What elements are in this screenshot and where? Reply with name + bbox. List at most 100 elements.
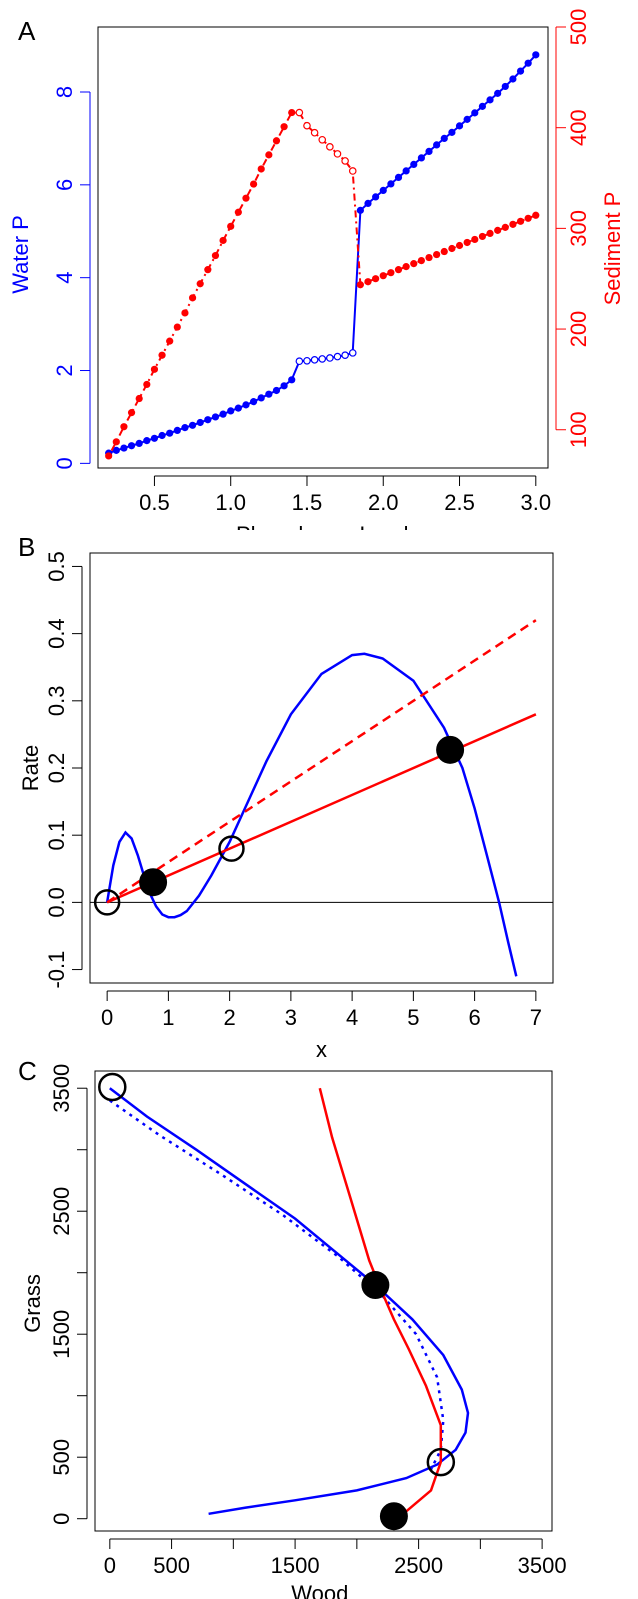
y2-tick-label: 300 (566, 210, 591, 247)
water-p-open-point (341, 351, 349, 359)
x-tick-label: 1 (162, 1005, 174, 1030)
stable-equilibrium-point (379, 1502, 408, 1531)
sediment-p-point (257, 165, 265, 173)
y-tick-label: 2 (52, 364, 77, 376)
x-tick-label: 1.0 (215, 490, 246, 515)
sediment-p-point (440, 247, 448, 256)
plot-frame (97, 26, 549, 469)
sediment-p-point (188, 294, 197, 302)
sediment-p-point (402, 263, 410, 271)
loss-line-solid (106, 713, 537, 904)
water-p-point (143, 437, 151, 445)
water-p-point (173, 426, 181, 434)
sediment-p-point (379, 272, 387, 280)
sediment-p-point (532, 211, 540, 219)
sediment-p-point (387, 269, 395, 277)
y-axis-title: Rate (18, 745, 43, 791)
water-p-open-point (318, 355, 327, 363)
y2-tick-label: 400 (566, 109, 591, 146)
sediment-p-point (463, 238, 471, 247)
y-tick-label: 6 (52, 179, 77, 191)
sediment-p-point (227, 222, 235, 230)
water-p-point (440, 134, 448, 143)
sediment-p-point (112, 438, 120, 446)
water-p-point (463, 115, 471, 123)
y-tick-label: 0.2 (44, 753, 69, 784)
y-tick-label: 0 (49, 1513, 74, 1525)
panel-letter-c: C (18, 1060, 37, 1086)
water-p-point (120, 444, 128, 452)
y-axis-title-right: Sediment P (600, 192, 625, 306)
water-p-point (394, 173, 403, 182)
sediment-p-point (417, 256, 425, 265)
sediment-p-open-point (341, 157, 349, 165)
x-tick-label: 3500 (518, 1553, 567, 1578)
x-tick-label: 2 (224, 1005, 236, 1030)
x-tick-label: 2.5 (444, 490, 475, 515)
unstable-equilibrium-point (218, 835, 245, 862)
sediment-p-point (211, 251, 220, 260)
water-p-point (501, 82, 509, 91)
sediment-p-point (166, 337, 174, 345)
y-tick-label: 0.1 (44, 820, 69, 851)
x-tick-label: 0.5 (139, 490, 170, 515)
water-p-point (486, 96, 494, 104)
sediment-p-point (394, 266, 403, 274)
x-tick-label: 0 (101, 1005, 113, 1030)
y-tick-label: 500 (49, 1439, 74, 1476)
sediment-p-point (356, 281, 364, 289)
x-tick-label: 6 (468, 1005, 480, 1030)
sediment-p-open-point (318, 135, 327, 144)
growth-curve (105, 652, 518, 977)
water-p-point (280, 382, 288, 390)
sediment-p-point (135, 394, 143, 403)
sediment-p-open-point (326, 143, 334, 151)
water-p-point (387, 180, 395, 188)
sediment-p-point (249, 180, 258, 188)
sediment-p-point (204, 266, 212, 274)
water-p-point (433, 141, 441, 149)
water-p-point (242, 401, 250, 409)
y-tick-label: 2500 (49, 1187, 74, 1236)
wood-isocline (318, 1087, 443, 1518)
y-tick-label: 4 (52, 272, 77, 284)
water-p-point (204, 416, 212, 424)
water-p-point (372, 193, 380, 201)
sediment-p-point (448, 244, 456, 253)
y-tick-label: 0.3 (44, 686, 69, 717)
water-p-point (150, 434, 159, 442)
y-tick-label: 0.5 (44, 551, 69, 582)
panel-b-chart: B 0 1 2 3 4 5 6 7 -0.1 0.0 0.1 0.2 0.3 0.4 0.5 x Rate (18, 532, 554, 1060)
water-p-point (188, 421, 197, 429)
y-tick-label: 0.4 (44, 618, 69, 649)
sediment-p-point (486, 229, 494, 238)
water-p-point (234, 404, 242, 412)
water-p-point (265, 390, 273, 398)
sediment-p-point (410, 260, 418, 268)
water-p-point (356, 206, 364, 214)
water-p-point (219, 410, 227, 418)
y-tick-label: -0.1 (44, 951, 69, 989)
unstable-equilibrium-point (93, 889, 121, 916)
x-tick-label: 3 (285, 1005, 297, 1030)
water-p-point (196, 418, 204, 427)
water-p-open-point (348, 349, 357, 357)
water-p-point (494, 89, 502, 97)
sediment-p-point (288, 108, 296, 117)
water-p-point (509, 75, 517, 83)
y-tick-label: 3500 (49, 1064, 74, 1113)
sediment-p-point (516, 217, 525, 225)
water-p-open-point (310, 356, 319, 364)
y-tick-label: 8 (52, 86, 77, 98)
y-axis-title-left: Water P (8, 215, 33, 294)
water-p-point (379, 186, 387, 195)
sediment-p-point (150, 365, 159, 373)
y-tick-label: 1500 (49, 1310, 74, 1359)
sediment-p-point (372, 275, 380, 283)
sediment-p-point (425, 253, 433, 262)
x-tick-label: 0 (104, 1553, 116, 1578)
x-tick-label: 2.0 (368, 490, 399, 515)
stable-equilibrium-point (361, 1271, 390, 1300)
water-p-point (448, 128, 456, 136)
sediment-p-point (501, 223, 509, 231)
